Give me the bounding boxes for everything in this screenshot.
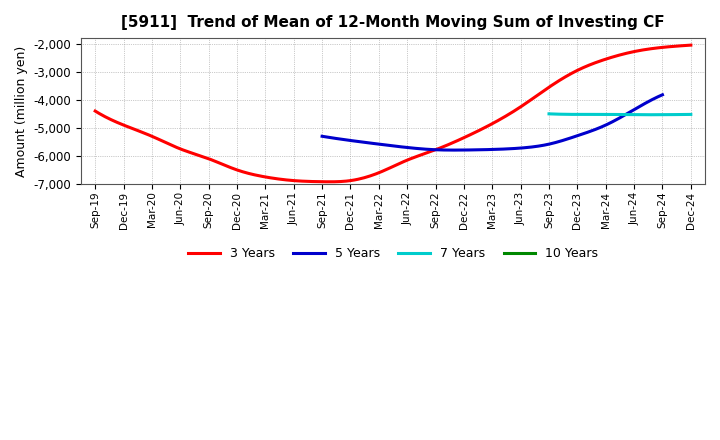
Title: [5911]  Trend of Mean of 12-Month Moving Sum of Investing CF: [5911] Trend of Mean of 12-Month Moving … bbox=[121, 15, 665, 30]
Y-axis label: Amount (million yen): Amount (million yen) bbox=[15, 45, 28, 177]
Legend: 3 Years, 5 Years, 7 Years, 10 Years: 3 Years, 5 Years, 7 Years, 10 Years bbox=[184, 242, 603, 265]
